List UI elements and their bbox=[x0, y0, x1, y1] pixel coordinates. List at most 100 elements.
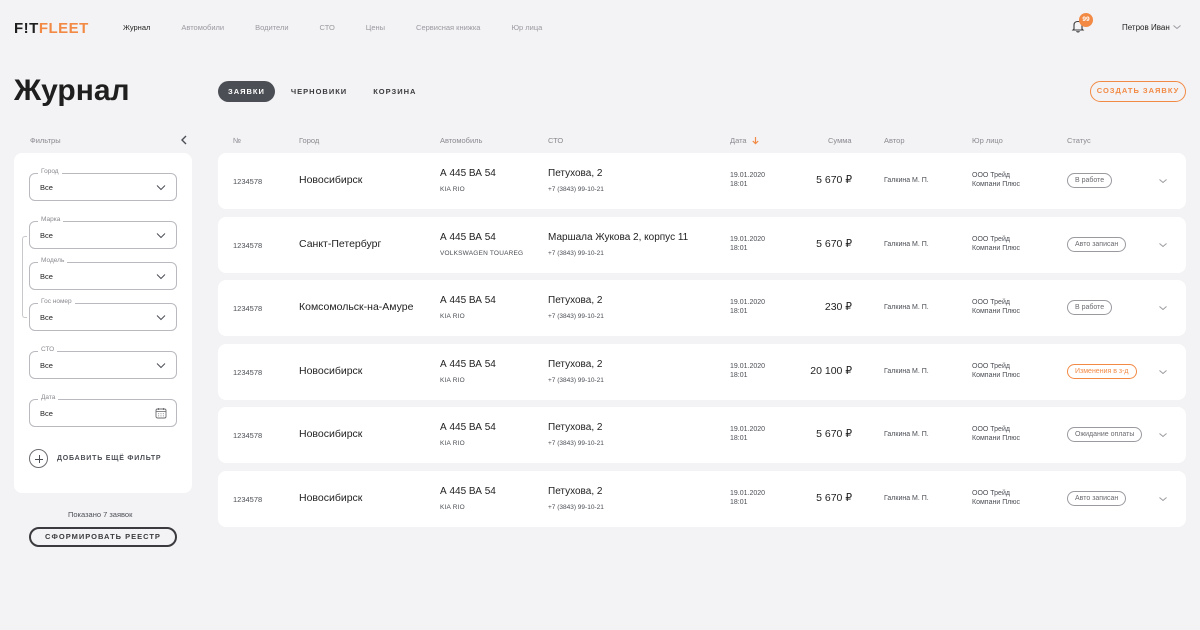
nav-drivers[interactable]: Водители bbox=[255, 23, 289, 32]
row-car-model: KIA RIO bbox=[440, 504, 465, 511]
row-date: 19.01.2020 bbox=[730, 490, 766, 497]
filter-brand-label: Марка bbox=[38, 216, 64, 223]
row-sto-address: Петухова, 2 bbox=[548, 359, 603, 370]
row-time: 18:01 bbox=[730, 245, 748, 252]
row-org-line-2: Компани Плюс bbox=[972, 181, 1021, 188]
chevron-down-icon[interactable] bbox=[1172, 23, 1182, 31]
row-date: 19.01.2020 bbox=[730, 236, 766, 243]
add-filter-label: ДОБАВИТЬ ЕЩЁ ФИЛЬТР bbox=[57, 455, 162, 462]
column-header-date[interactable]: Дата bbox=[730, 136, 747, 145]
filter-plate[interactable]: Гос номер Все bbox=[29, 298, 177, 331]
filter-city[interactable]: Город Все bbox=[29, 168, 177, 201]
row-org-line-2: Компани Плюс bbox=[972, 499, 1021, 506]
row-time: 18:01 bbox=[730, 308, 748, 315]
row-number: 1234578 bbox=[233, 177, 263, 186]
column-header-author[interactable]: Автор bbox=[884, 136, 905, 145]
row-org-line-1: ООО Трейд bbox=[972, 490, 1010, 497]
filter-city-value: Все bbox=[40, 183, 53, 192]
row-city: Санкт-Петербург bbox=[299, 238, 382, 250]
row-time: 18:01 bbox=[730, 499, 748, 506]
column-header-sto[interactable]: СТО bbox=[548, 136, 564, 145]
row-org-line-2: Компани Плюс bbox=[972, 435, 1021, 442]
status-badge: Изменения в з-д bbox=[1067, 364, 1137, 379]
chevron-down-icon bbox=[156, 363, 166, 369]
chevron-left-icon[interactable] bbox=[180, 135, 188, 145]
tab-requests[interactable]: ЗАЯВКИ bbox=[218, 81, 275, 102]
column-header-status[interactable]: Статус bbox=[1067, 136, 1091, 145]
table-row[interactable]: 1234578 Новосибирск А 445 ВА 54 KIA RIO Пету… bbox=[218, 344, 1186, 400]
row-sto-phone: +7 (3843) 99-10-21 bbox=[548, 504, 604, 511]
status-badge: В работе bbox=[1067, 173, 1113, 188]
row-date: 19.01.2020 bbox=[730, 299, 766, 306]
logo[interactable]: F!TFLEET bbox=[14, 20, 89, 37]
chevron-down-icon[interactable] bbox=[1158, 495, 1168, 503]
chevron-down-icon[interactable] bbox=[1158, 368, 1168, 376]
row-plate: А 445 ВА 54 bbox=[440, 486, 496, 497]
user-name[interactable]: Петров Иван bbox=[1122, 23, 1170, 32]
filter-sto[interactable]: СТО Все bbox=[29, 346, 177, 379]
nav-cars[interactable]: Автомобили bbox=[181, 23, 225, 32]
nav-legal-entities[interactable]: Юр лица bbox=[511, 23, 543, 32]
row-sto-phone: +7 (3843) 99-10-21 bbox=[548, 377, 604, 384]
table-row[interactable]: 1234578 Новосибирск А 445 ВА 54 KIA RIO Пету… bbox=[218, 407, 1186, 463]
chevron-down-icon bbox=[156, 274, 166, 280]
filter-brand[interactable]: Марка Все bbox=[29, 216, 177, 249]
row-org-line-2: Компани Плюс bbox=[972, 308, 1021, 315]
table-row[interactable]: 1234578 Новосибирск А 445 ВА 54 KIA RIO Пету… bbox=[218, 471, 1186, 527]
row-car-model: KIA RIO bbox=[440, 440, 465, 447]
create-request-button[interactable]: СОЗДАТЬ ЗАЯВКУ bbox=[1090, 81, 1186, 102]
column-header-city[interactable]: Город bbox=[299, 136, 320, 145]
table-row[interactable]: 1234578 Новосибирск А 445 ВА 54 KIA RIO Пету… bbox=[218, 153, 1186, 209]
plus-icon bbox=[29, 449, 48, 468]
row-org-line-1: ООО Трейд bbox=[972, 236, 1010, 243]
column-header-org[interactable]: Юр лицо bbox=[972, 136, 1003, 145]
row-org-line-2: Компани Плюс bbox=[972, 372, 1021, 379]
sort-arrow-icon[interactable] bbox=[751, 136, 760, 145]
row-author: Галкина М. П. bbox=[884, 368, 929, 375]
status-badge: Авто записан bbox=[1067, 491, 1127, 506]
row-plate: А 445 ВА 54 bbox=[440, 168, 496, 179]
chevron-down-icon bbox=[156, 185, 166, 191]
logo-part-2: FLEET bbox=[38, 20, 89, 37]
row-sto-phone: +7 (3843) 99-10-21 bbox=[548, 313, 604, 320]
filter-date[interactable]: Дата Все bbox=[29, 394, 177, 427]
row-city: Новосибирск bbox=[299, 428, 363, 440]
filter-date-label: Дата bbox=[38, 394, 59, 401]
row-date: 19.01.2020 bbox=[730, 172, 766, 179]
table-row[interactable]: 1234578 Санкт-Петербург А 445 ВА 54 VOLKSWA… bbox=[218, 217, 1186, 273]
filter-model[interactable]: Модель Все bbox=[29, 257, 177, 290]
row-sum: 5 670 ₽ bbox=[816, 428, 852, 440]
row-org-line-1: ООО Трейд bbox=[972, 299, 1010, 306]
row-city: Комсомольск-на-Амуре bbox=[299, 301, 414, 313]
row-sum: 20 100 ₽ bbox=[810, 365, 852, 377]
calendar-icon[interactable] bbox=[155, 407, 167, 419]
status-badge: В работе bbox=[1067, 300, 1113, 315]
main-nav: Журнал Автомобили Водители СТО Цены Серв… bbox=[123, 23, 573, 32]
page-title: Журнал bbox=[14, 74, 130, 107]
column-header-sum[interactable]: Сумма bbox=[828, 136, 852, 145]
row-number: 1234578 bbox=[233, 368, 263, 377]
filter-model-label: Модель bbox=[38, 257, 68, 264]
table-row[interactable]: 1234578 Комсомольск-на-Амуре А 445 ВА 54 KI… bbox=[218, 280, 1186, 336]
tab-drafts[interactable]: ЧЕРНОВИКИ bbox=[290, 87, 348, 96]
filter-plate-label: Гос номер bbox=[38, 298, 75, 305]
column-header-car[interactable]: Автомобиль bbox=[440, 136, 483, 145]
tab-trash[interactable]: КОРЗИНА bbox=[373, 87, 417, 96]
row-time: 18:01 bbox=[730, 435, 748, 442]
chevron-down-icon[interactable] bbox=[1158, 241, 1168, 249]
nav-service-book[interactable]: Сервисная книжка bbox=[416, 23, 481, 32]
nav-prices[interactable]: Цены bbox=[365, 23, 386, 32]
row-city: Новосибирск bbox=[299, 365, 363, 377]
chevron-down-icon[interactable] bbox=[1158, 177, 1168, 185]
generate-registry-button[interactable]: СФОРМИРОВАТЬ РЕЕСТР bbox=[29, 527, 177, 547]
chevron-down-icon[interactable] bbox=[1158, 304, 1168, 312]
chevron-down-icon[interactable] bbox=[1158, 431, 1168, 439]
filter-panel: Город Все Марка Все Модель Все Гос номер… bbox=[14, 153, 192, 493]
nav-sto[interactable]: СТО bbox=[319, 23, 335, 32]
filter-sto-value: Все bbox=[40, 361, 53, 370]
row-author: Галкина М. П. bbox=[884, 304, 929, 311]
nav-journal[interactable]: Журнал bbox=[123, 23, 151, 32]
row-time: 18:01 bbox=[730, 181, 748, 188]
row-city: Новосибирск bbox=[299, 492, 363, 504]
add-filter-button[interactable]: ДОБАВИТЬ ЕЩЁ ФИЛЬТР bbox=[29, 449, 161, 468]
